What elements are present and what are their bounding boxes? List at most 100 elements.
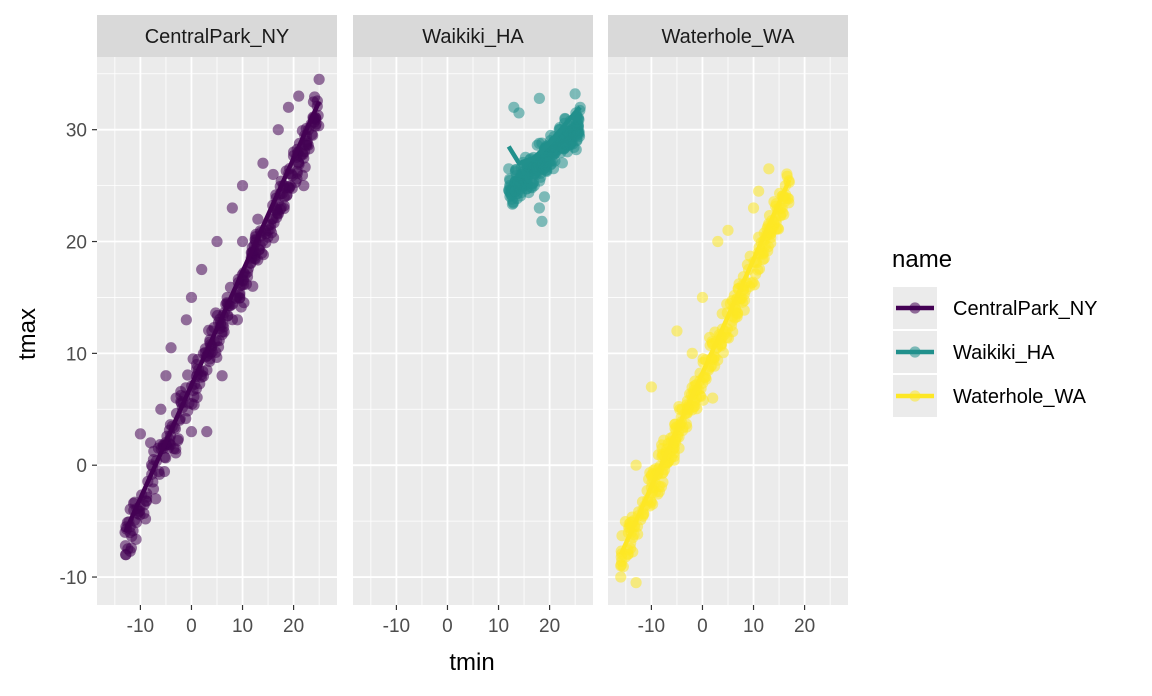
facet-panel-Waikiki_HA: Waikiki_HA -10 0 10 20 bbox=[353, 15, 593, 637]
y-axis-title: tmax bbox=[14, 308, 41, 360]
data-point bbox=[216, 370, 228, 382]
facet-strip bbox=[97, 15, 337, 57]
panels-layer: CentralPark_NY -10 0 10 20 Waikiki_HA -10 0 10 20… bbox=[97, 15, 848, 637]
data-point bbox=[218, 326, 230, 338]
data-point bbox=[155, 403, 167, 415]
data-point bbox=[278, 191, 290, 203]
data-point bbox=[252, 213, 264, 225]
data-point bbox=[130, 533, 142, 545]
y-tick-label: 0 bbox=[76, 456, 87, 477]
data-point bbox=[160, 370, 172, 382]
data-point bbox=[201, 426, 213, 438]
x-tick-label: 0 bbox=[697, 616, 708, 637]
data-point bbox=[671, 325, 683, 337]
legend-label-CentralPark_NY: CentralPark_NY bbox=[953, 298, 1098, 320]
y-tick-label: 10 bbox=[66, 344, 87, 365]
data-point bbox=[615, 571, 627, 583]
facet-strip-label: Waterhole_WA bbox=[661, 26, 795, 48]
data-point bbox=[712, 235, 724, 248]
x-tick-label: -10 bbox=[638, 616, 665, 637]
data-point bbox=[298, 180, 310, 192]
legend-key-point bbox=[909, 346, 921, 358]
data-point bbox=[615, 560, 627, 572]
data-point bbox=[134, 428, 147, 440]
legend-label-Waikiki_HA: Waikiki_HA bbox=[953, 342, 1055, 364]
data-point bbox=[160, 452, 172, 464]
x-axis-title: tmin bbox=[449, 649, 494, 676]
data-point bbox=[267, 168, 279, 181]
x-tick-label: 0 bbox=[186, 616, 197, 637]
fit-line-Waterhole_WA bbox=[618, 179, 792, 556]
x-tick-label: -10 bbox=[127, 616, 154, 637]
legend-key-point bbox=[909, 390, 921, 402]
data-point bbox=[657, 476, 669, 488]
fit-line-CentralPark_NY bbox=[123, 100, 322, 534]
data-point bbox=[570, 130, 582, 142]
data-point bbox=[268, 217, 280, 229]
data-point bbox=[528, 168, 541, 180]
data-point bbox=[282, 101, 295, 113]
data-point bbox=[540, 161, 552, 173]
points-Waikiki_HA bbox=[503, 88, 586, 227]
data-point bbox=[150, 493, 162, 505]
data-point bbox=[303, 143, 315, 155]
x-tick-label: 10 bbox=[743, 616, 764, 637]
data-point bbox=[226, 202, 238, 214]
data-point bbox=[197, 370, 209, 382]
data-point bbox=[616, 530, 628, 542]
x-tick-label: 20 bbox=[539, 616, 560, 637]
data-point bbox=[531, 139, 543, 151]
data-point bbox=[182, 369, 194, 381]
data-point bbox=[506, 198, 519, 210]
data-point bbox=[752, 264, 764, 276]
data-point bbox=[180, 314, 192, 326]
data-point bbox=[630, 577, 642, 589]
data-point bbox=[293, 158, 305, 170]
legend-title: name bbox=[892, 246, 952, 273]
data-point bbox=[236, 180, 249, 192]
y-axis: -10 0 10 20 30 bbox=[60, 121, 97, 589]
legend-keys: CentralPark_NY Waikiki_HA Waterhole_WA bbox=[893, 287, 1098, 417]
data-point bbox=[512, 177, 524, 189]
data-point bbox=[572, 113, 584, 125]
legend-label-Waterhole_WA: Waterhole_WA bbox=[953, 386, 1087, 408]
data-point bbox=[145, 437, 157, 449]
data-point bbox=[231, 314, 244, 326]
facet-strip-label: Waikiki_HA bbox=[422, 26, 524, 48]
x-tick-label: 0 bbox=[442, 616, 453, 637]
data-point bbox=[513, 107, 525, 119]
data-point bbox=[538, 191, 551, 203]
y-tick-label: 30 bbox=[66, 121, 87, 142]
data-point bbox=[533, 202, 545, 214]
data-point bbox=[247, 280, 259, 292]
data-point bbox=[763, 163, 775, 175]
data-point bbox=[170, 443, 182, 455]
data-point bbox=[753, 185, 765, 197]
data-point bbox=[139, 513, 152, 525]
legend: name CentralPark_NY Waikiki_HA Waterhole_W… bbox=[892, 246, 1098, 417]
data-point bbox=[533, 92, 545, 104]
data-point bbox=[262, 224, 274, 236]
data-point bbox=[536, 215, 548, 227]
y-tick-label: 20 bbox=[66, 233, 87, 254]
data-point bbox=[778, 208, 790, 221]
data-point bbox=[313, 73, 325, 85]
data-point bbox=[686, 347, 698, 359]
data-point bbox=[210, 307, 222, 319]
data-point bbox=[236, 235, 249, 248]
data-point bbox=[722, 224, 734, 236]
facet-panel-CentralPark_NY: CentralPark_NY -10 0 10 20 bbox=[97, 15, 337, 637]
data-point bbox=[196, 263, 208, 276]
data-point bbox=[165, 342, 177, 354]
data-point bbox=[272, 124, 284, 136]
data-point bbox=[707, 392, 719, 404]
x-tick-label: 10 bbox=[232, 616, 253, 637]
data-point bbox=[203, 355, 216, 368]
data-point bbox=[124, 545, 136, 557]
fit-line-Waikiki_HA bbox=[506, 105, 582, 166]
data-point bbox=[185, 291, 198, 304]
data-point bbox=[293, 90, 305, 102]
facet-strip bbox=[608, 15, 848, 57]
data-point bbox=[762, 241, 774, 253]
